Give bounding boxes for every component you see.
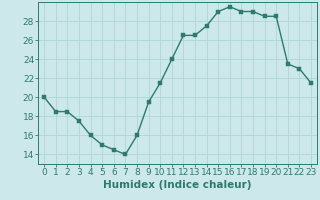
X-axis label: Humidex (Indice chaleur): Humidex (Indice chaleur) xyxy=(103,180,252,190)
